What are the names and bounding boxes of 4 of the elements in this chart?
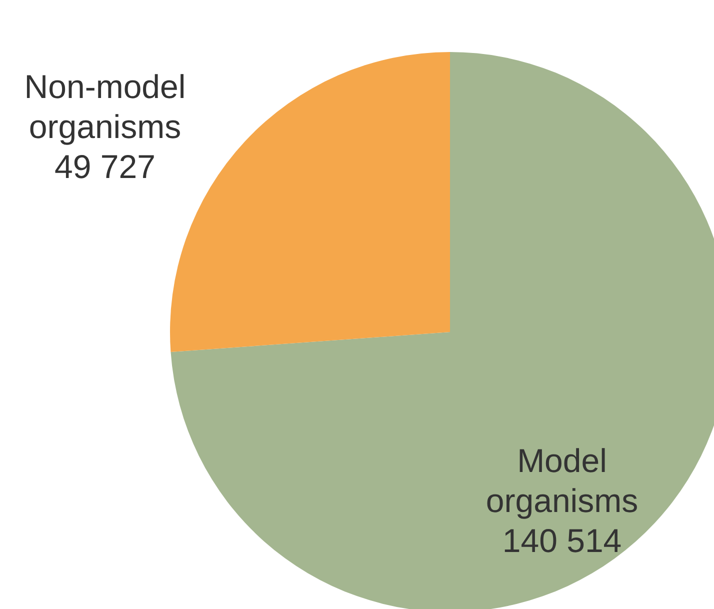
slice-label: Model organisms (486, 442, 638, 519)
data-label: 140 514 (502, 522, 622, 559)
data-label: 49 727 (54, 148, 156, 185)
slice-label: Non-model organisms (24, 68, 186, 145)
